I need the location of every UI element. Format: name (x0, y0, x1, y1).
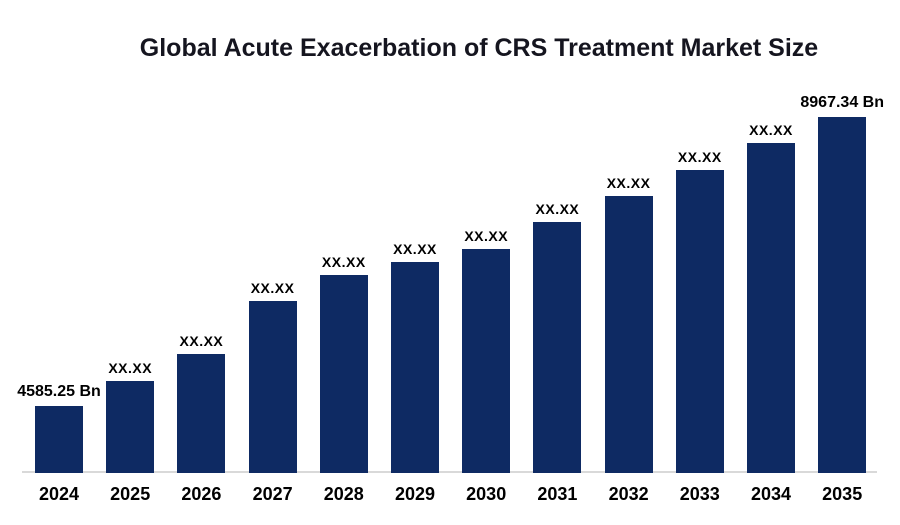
bar-value-label-2027: XX.XX (250, 280, 295, 296)
x-axis-tick-label-2031: 2031 (537, 484, 578, 504)
bar-value-label-2029: XX.XX (393, 241, 437, 257)
x-axis-tick-label-2032: 2032 (608, 484, 649, 504)
x-axis-tick-label-2024: 2024 (38, 484, 80, 504)
bar-value-label-2030: XX.XX (464, 228, 509, 244)
bar-2029 (391, 262, 439, 473)
x-axis-tick-label-2026: 2026 (181, 484, 222, 504)
bar-2027 (248, 301, 297, 473)
bar-value-label-2035: 8967.34 Bn (800, 94, 884, 111)
x-axis-line (22, 471, 877, 473)
x-axis-tick-label-2028: 2028 (323, 484, 364, 504)
x-axis-tick-label-2030: 2030 (466, 484, 507, 504)
x-axis-tick-label-2033: 2033 (679, 484, 720, 504)
bar-2025 (106, 381, 155, 473)
bar-2034 (747, 143, 795, 473)
bar-2026 (177, 354, 226, 473)
x-axis-tick-label-2027: 2027 (252, 484, 293, 504)
bar-2035 (818, 117, 867, 473)
x-axis-tick-label-2034: 2034 (750, 484, 792, 504)
bar-value-label-2025: XX.XX (108, 360, 153, 376)
bar-2032 (604, 196, 653, 473)
bar-value-label-2026: XX.XX (179, 333, 224, 349)
x-axis-tick-label-2025: 2025 (110, 484, 151, 504)
x-axis-tick-label-2035: 2035 (822, 484, 863, 504)
bar-value-label-2031: XX.XX (535, 201, 580, 217)
bar-2033 (675, 170, 724, 473)
bar-2031 (533, 222, 582, 473)
bar-2030 (462, 249, 511, 473)
bar-value-label-2028: XX.XX (321, 254, 366, 270)
bar-value-label-2033: XX.XX (677, 149, 722, 165)
chart-title: Global Acute Exacerbation of CRS Treatme… (139, 34, 819, 62)
bar-2024 (35, 406, 83, 473)
bar-value-label-2024: 4585.25 Bn (17, 383, 101, 400)
bar-value-label-2032: XX.XX (606, 175, 651, 191)
bar-2028 (319, 275, 368, 473)
bar-value-label-2034: XX.XX (749, 122, 793, 138)
x-axis-tick-label-2029: 2029 (394, 484, 436, 504)
